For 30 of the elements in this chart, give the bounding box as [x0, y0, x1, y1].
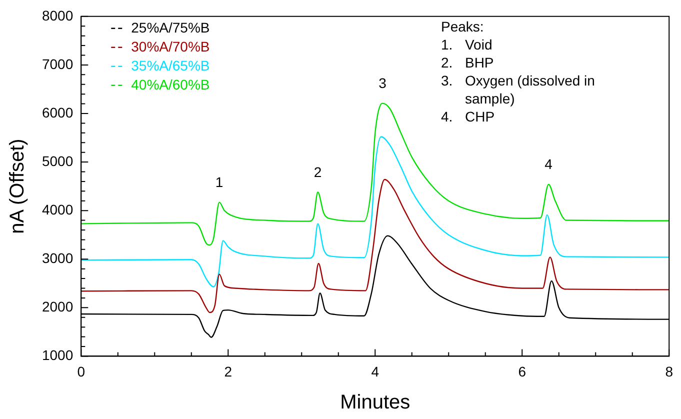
annotation: 1. Void [440, 36, 492, 52]
legend-label: 35%A/65%B [131, 57, 210, 74]
line-series [81, 136, 670, 288]
y-tick-label: 3000 [42, 250, 74, 266]
x-tick-label: 8 [665, 363, 674, 380]
y-tick-label: 6000 [42, 104, 74, 120]
y-tick-label: 4000 [42, 201, 74, 218]
x-tick-label: 4 [371, 363, 380, 380]
legend-label: 30%A/70%B [131, 38, 210, 54]
y-tick-label: 1000 [42, 347, 74, 364]
annotation: 2 [314, 164, 322, 180]
annotation: 2. BHP [440, 54, 494, 70]
legend-label: 40%A/60%B [131, 76, 210, 92]
y-tick-label: 2000 [42, 298, 74, 315]
annotation: 4 [544, 156, 553, 172]
x-tick-label: 0 [77, 363, 86, 380]
line-series [81, 178, 670, 314]
x-tick-label: 2 [224, 363, 232, 380]
annotation: 1 [215, 174, 224, 190]
annotation: Peaks: [440, 18, 484, 34]
x-tick-label: 6 [518, 363, 526, 380]
legend-label: 25%A/75%B [131, 19, 210, 36]
y-tick-label: 7000 [42, 56, 74, 72]
x-axis-title: Minutes [340, 392, 410, 414]
y-tick-label: 8000 [42, 7, 74, 24]
y-tick-label: 5000 [42, 152, 74, 169]
y-axis-title: nA (Offset) [6, 138, 29, 234]
annotation: 3 [378, 75, 387, 92]
annotation: 4. CHP [440, 108, 495, 124]
annotation: 3. Oxygen (dissolved in sample) [440, 72, 595, 106]
